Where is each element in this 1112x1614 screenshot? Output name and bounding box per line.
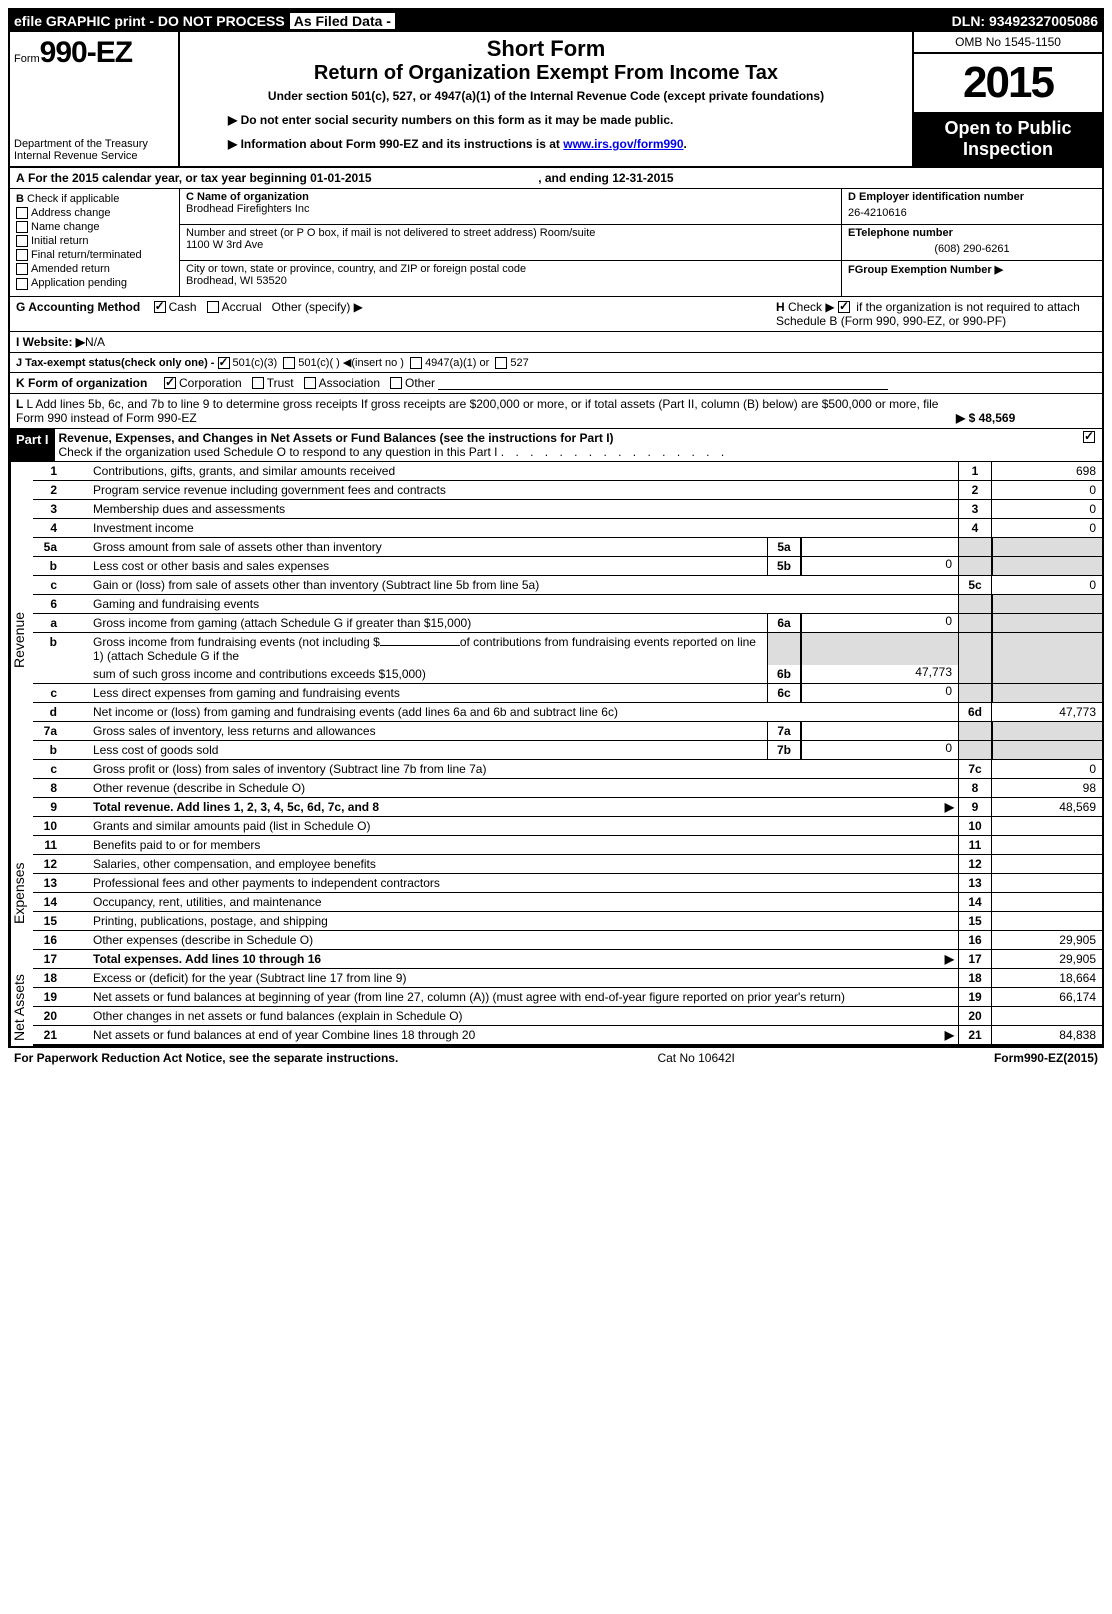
header: Form990-EZ Department of the Treasury In…	[10, 32, 1102, 168]
side-netassets: Net Assets	[10, 969, 33, 1046]
val-18: 18,664	[992, 969, 1102, 987]
tax-year: 2015	[914, 54, 1102, 112]
val-4: 0	[992, 519, 1102, 537]
chk-trust[interactable]	[252, 377, 264, 389]
gross-receipts: ▶ $ 48,569	[956, 411, 1096, 425]
val-17: 29,905	[992, 950, 1102, 968]
chk-name[interactable]	[16, 221, 28, 233]
omb: OMB No 1545-1150	[914, 32, 1102, 54]
form-number: 990-EZ	[40, 36, 132, 69]
form-title: Return of Organization Exempt From Incom…	[188, 62, 904, 85]
header-left: Form990-EZ Department of the Treasury In…	[10, 32, 180, 166]
val-19: 66,174	[992, 988, 1102, 1006]
chk-501c[interactable]	[283, 357, 295, 369]
col-b: B Check if applicable Address change Nam…	[10, 189, 180, 296]
group-exemption: FGroup Exemption Number ▶	[848, 263, 1096, 276]
chk-accrual[interactable]	[207, 301, 219, 313]
short-form: Short Form	[188, 36, 904, 62]
col-c: C Name of organization Brodhead Firefigh…	[180, 189, 841, 296]
topbar-filed: As Filed Data -	[289, 12, 396, 30]
chk-assoc[interactable]	[304, 377, 316, 389]
row-gh: G Accounting Method Cash Accrual Other (…	[10, 297, 1102, 332]
footer-right: Form990-EZ(2015)	[994, 1051, 1098, 1065]
row-j: J Tax-exempt status(check only one) - 50…	[10, 353, 1102, 373]
col-d: D Employer identification number 26-4210…	[841, 189, 1102, 296]
val-1: 698	[992, 462, 1102, 480]
row-a: A For the 2015 calendar year, or tax yea…	[10, 168, 1102, 189]
form-prefix: Form	[14, 53, 40, 65]
chk-address[interactable]	[16, 207, 28, 219]
footer: For Paperwork Reduction Act Notice, see …	[8, 1048, 1104, 1068]
side-expenses: Expenses	[10, 817, 33, 969]
val-8: 98	[992, 779, 1102, 797]
chk-527[interactable]	[495, 357, 507, 369]
header-right: OMB No 1545-1150 2015 Open to Public Ins…	[912, 32, 1102, 166]
form-subtitle: Under section 501(c), 527, or 4947(a)(1)…	[188, 89, 904, 103]
chk-corp[interactable]	[164, 377, 176, 389]
chk-other[interactable]	[390, 377, 402, 389]
revenue-section: Revenue 1Contributions, gifts, grants, a…	[10, 462, 1102, 817]
val-6d: 47,773	[992, 703, 1102, 721]
topbar-dln: DLN: 93492327005086	[952, 13, 1098, 29]
chk-4947[interactable]	[410, 357, 422, 369]
part-i-head: Part I Revenue, Expenses, and Changes in…	[10, 429, 1102, 462]
irs-link[interactable]: www.irs.gov/form990	[563, 137, 683, 151]
top-bar: efile GRAPHIC print - DO NOT PROCESS As …	[10, 10, 1102, 32]
chk-amended[interactable]	[16, 263, 28, 275]
org-address: 1100 W 3rd Ave	[186, 239, 835, 251]
form-container: efile GRAPHIC print - DO NOT PROCESS As …	[8, 8, 1104, 1048]
chk-initial[interactable]	[16, 235, 28, 247]
footer-left: For Paperwork Reduction Act Notice, see …	[14, 1051, 398, 1065]
note-1: ▶ Do not enter social security numbers o…	[188, 113, 904, 127]
row-k: K Form of organization Corporation Trust…	[10, 373, 1102, 394]
org-city: Brodhead, WI 53520	[186, 275, 835, 287]
open-public: Open to Public Inspection	[914, 112, 1102, 166]
chk-final[interactable]	[16, 249, 28, 261]
chk-cash[interactable]	[154, 301, 166, 313]
val-3: 0	[992, 500, 1102, 518]
expenses-section: Expenses 10Grants and similar amounts pa…	[10, 817, 1102, 969]
val-2: 0	[992, 481, 1102, 499]
dept: Department of the Treasury Internal Reve…	[14, 138, 174, 162]
chk-h[interactable]	[838, 301, 850, 313]
ein: 26-4210616	[848, 203, 1096, 219]
row-i: I Website: ▶N/A	[10, 332, 1102, 353]
topbar-left: efile GRAPHIC print - DO NOT PROCESS	[14, 13, 285, 29]
note-2: ▶ Information about Form 990-EZ and its …	[188, 137, 904, 151]
val-9: 48,569	[992, 798, 1102, 816]
chk-501c3[interactable]	[218, 357, 230, 369]
chk-schedule-o[interactable]	[1083, 431, 1095, 443]
val-21: 84,838	[992, 1026, 1102, 1044]
val-16: 29,905	[992, 931, 1102, 949]
block-bcdef: B Check if applicable Address change Nam…	[10, 189, 1102, 297]
val-6b: 47,773	[801, 665, 958, 683]
chk-pending[interactable]	[16, 278, 28, 290]
netassets-section: Net Assets 18Excess or (deficit) for the…	[10, 969, 1102, 1046]
footer-mid: Cat No 10642I	[657, 1051, 734, 1065]
side-revenue: Revenue	[10, 462, 33, 817]
website: N/A	[85, 335, 105, 349]
val-5c: 0	[992, 576, 1102, 594]
row-l: L L Add lines 5b, 6c, and 7b to line 9 t…	[10, 394, 1102, 429]
org-name: Brodhead Firefighters Inc	[186, 203, 835, 215]
val-7c: 0	[992, 760, 1102, 778]
header-mid: Short Form Return of Organization Exempt…	[180, 32, 912, 166]
phone: (608) 290-6261	[848, 239, 1096, 255]
